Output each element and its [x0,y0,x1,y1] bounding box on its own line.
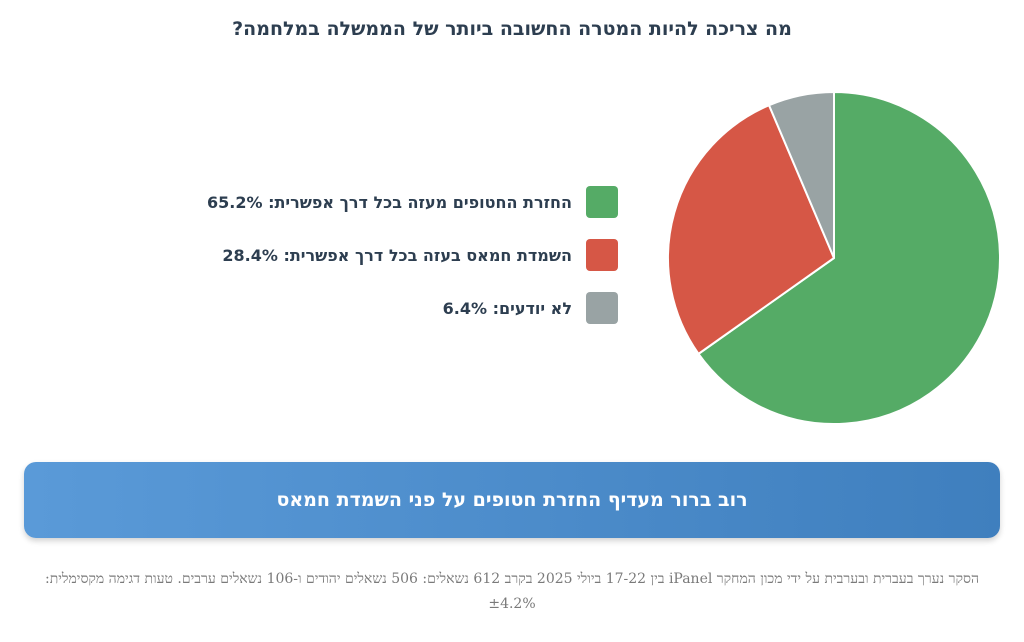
legend-item-dont-know: לא יודעים: 6.4% [198,291,618,325]
pie-slice-hostages [697,91,1001,425]
legend-swatch-destroy-hamas [586,239,618,271]
legend-label-hostages: החזרת החטופים מעזה בכל דרך אפשרית: 65.2% [207,192,572,212]
legend: החזרת החטופים מעזה בכל דרך אפשרית: 65.2%… [198,185,618,344]
legend-swatch-dont-know [586,292,618,324]
legend-label-dont-know: לא יודעים: 6.4% [442,298,572,318]
pie-chart [667,91,1001,425]
pie-slice-dont-know [768,91,835,259]
legend-swatch-hostages [586,186,618,218]
summary-banner: רוב ברור מעדיף החזרת חטופים על פני השמדת… [24,462,1000,538]
legend-item-destroy-hamas: השמדת חמאס בעזה בכל דרך אפשרית: 28.4% [198,238,618,272]
chart-title: מה צריכה להיות המטרה החשובה ביותר של הממ… [232,18,792,40]
survey-footnote: הסקר נערך בעברית ובערבית על ידי מכון המח… [45,571,979,612]
summary-banner-text: רוב ברור מעדיף החזרת חטופים על פני השמדת… [276,489,748,511]
legend-item-hostages: החזרת החטופים מעזה בכל דרך אפשרית: 65.2% [198,185,618,219]
pie-slice-destroy-hamas [667,104,835,355]
legend-label-destroy-hamas: השמדת חמאס בעזה בכל דרך אפשרית: 28.4% [222,245,572,265]
